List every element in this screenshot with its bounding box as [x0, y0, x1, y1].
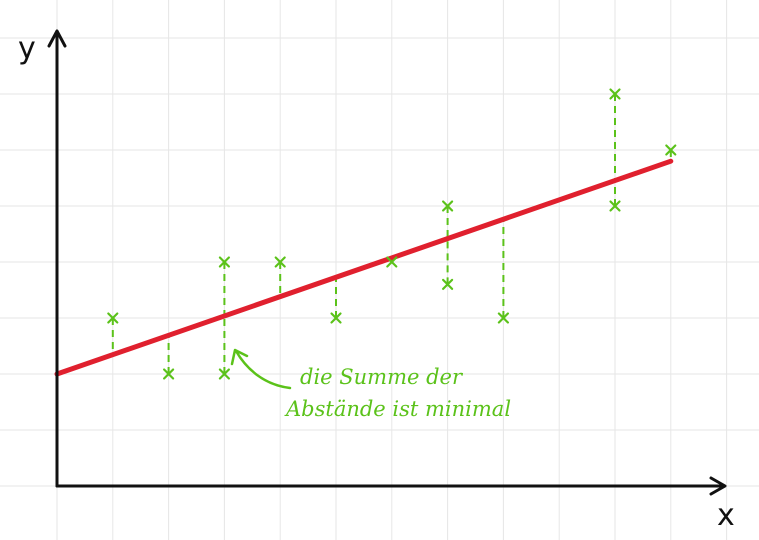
residual-lines [111, 94, 672, 374]
x-axis-arrow [709, 476, 727, 496]
data-point [609, 88, 621, 100]
data-point [609, 200, 621, 212]
data-point [386, 256, 398, 268]
annotation-line-2: Abstände ist minimal [284, 397, 511, 421]
data-point [163, 368, 175, 380]
data-points [107, 88, 677, 380]
data-point [274, 256, 286, 268]
data-point [497, 312, 509, 324]
data-point [330, 312, 342, 324]
data-point [218, 256, 230, 268]
annotation-arrow [230, 348, 292, 390]
data-point [442, 200, 454, 212]
data-point [218, 368, 230, 380]
x-axis-label: x [717, 498, 735, 533]
annotation: die Summe der Abstände ist minimal [230, 348, 511, 421]
axes: y x [18, 29, 735, 533]
y-axis-label: y [18, 31, 36, 66]
annotation-line-1: die Summe der [300, 365, 464, 389]
data-point [107, 312, 119, 324]
y-axis-arrow [47, 29, 67, 48]
data-point [665, 144, 677, 156]
data-point [442, 278, 454, 290]
regression-line [54, 158, 674, 377]
